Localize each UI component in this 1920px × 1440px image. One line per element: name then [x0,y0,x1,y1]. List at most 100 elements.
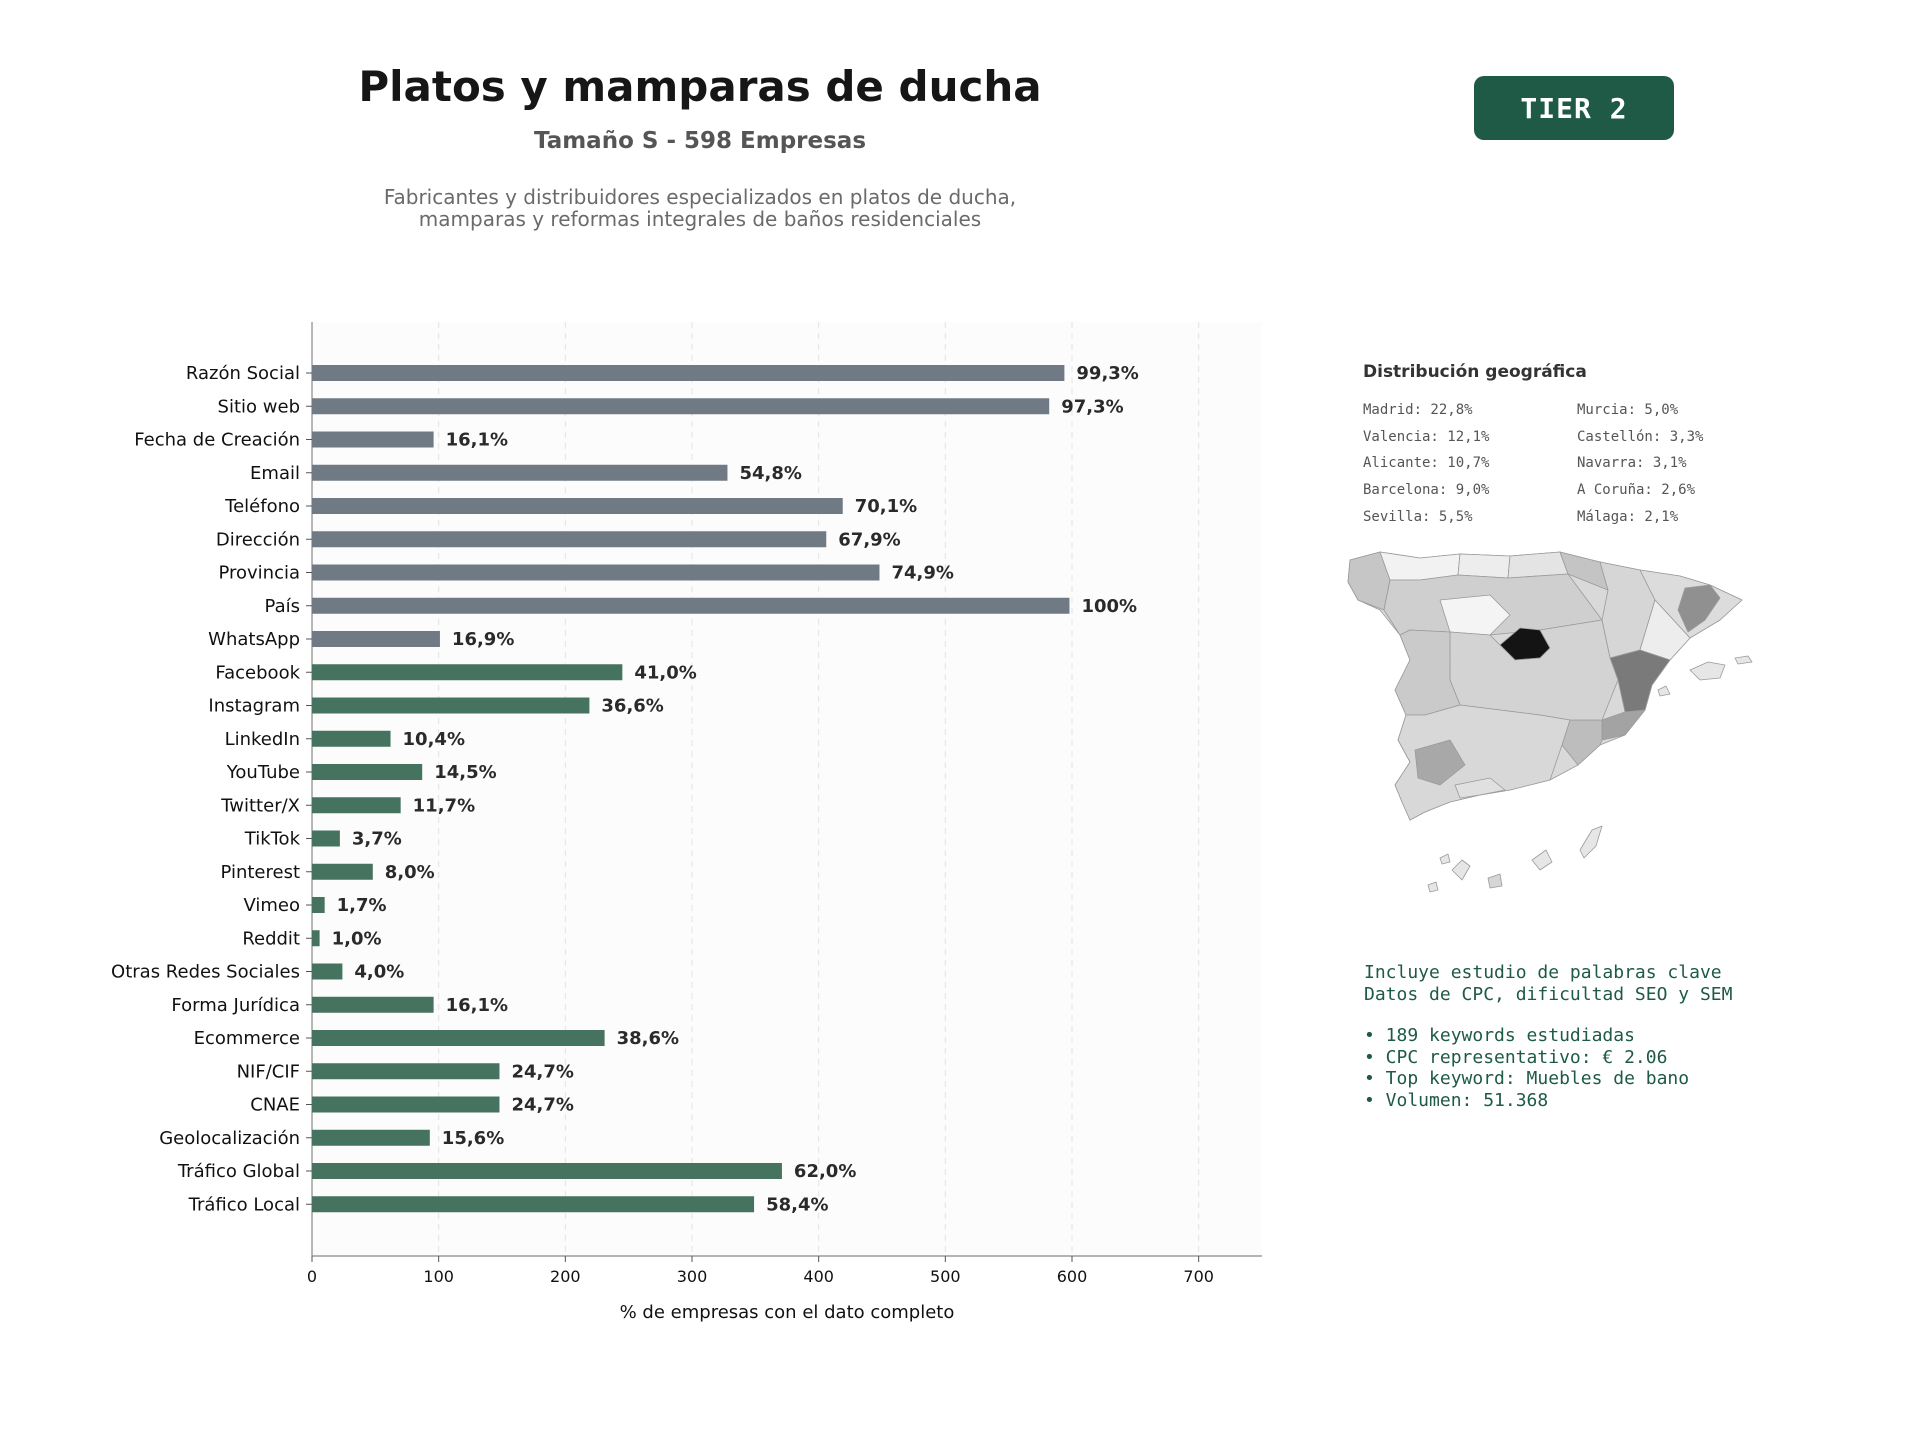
geo-entry: Castellón: 3,3% [1577,428,1704,445]
category-label: LinkedIn [225,729,300,750]
bar [312,897,325,913]
keyword-info: Incluye estudio de palabras clave Datos … [1364,962,1732,1111]
x-tick-label: 300 [677,1267,708,1286]
map-alicante [1601,709,1646,741]
x-axis-label: % de empresas con el dato completo [620,1302,955,1323]
bar [312,930,320,947]
data-label: 97,3% [1061,396,1123,417]
data-label: 1,0% [332,928,382,949]
map-valencia [1609,649,1671,713]
data-label: 10,4% [403,729,465,750]
data-label: 41,0% [634,662,696,683]
bar [312,1196,755,1213]
data-label: 8,0% [385,862,435,883]
map-basque [1507,551,1569,579]
data-label: 11,7% [413,795,475,816]
data-label: 24,7% [511,1061,573,1082]
data-label: 67,9% [838,529,900,550]
x-tick-label: 100 [423,1267,454,1286]
keyword-bullet: • CPC representativo: € 2.06 [1364,1046,1668,1068]
map-menorca [1734,655,1753,665]
x-tick-label: 600 [1057,1267,1088,1286]
map-barcelona [1677,584,1721,633]
geo-entry: Navarra: 3,1% [1577,455,1687,472]
geo-entry: Murcia: 5,0% [1577,402,1679,418]
page-title: Platos y mamparas de ducha [358,62,1042,111]
data-label: 54,8% [739,463,801,484]
map-andalucia [1394,704,1571,821]
category-label: Vimeo [243,895,300,916]
spain-map [1347,551,1753,893]
bar [312,498,843,514]
geo-entry: Valencia: 12,1% [1363,428,1490,445]
data-label: 36,6% [601,696,663,717]
data-label: 74,9% [891,563,953,584]
category-label: Tráfico Global [177,1161,300,1182]
x-tick-label: 0 [307,1267,317,1286]
category-label: Razón Social [186,363,300,384]
data-label: 62,0% [794,1161,856,1182]
bar [312,431,434,448]
bar [312,996,434,1013]
category-label: NIF/CIF [237,1061,300,1082]
bar [312,464,728,481]
description: Fabricantes y distribuidores especializa… [0,186,1400,230]
x-tick-label: 200 [550,1267,581,1286]
geo-entry: Sevilla: 5,5% [1363,508,1473,525]
geo-entry: Málaga: 2,1% [1577,508,1679,525]
map-extremadura [1394,629,1461,716]
x-tick-label: 500 [930,1267,961,1286]
data-label: 15,6% [442,1128,504,1149]
map-cantabria [1457,553,1511,579]
completeness-bar-chart: 0 100 200 300 400 500 600 700 % de empresas con … [111,322,1262,1323]
x-tick-label: 700 [1183,1267,1214,1286]
bar [312,1129,430,1146]
map-balearics [1689,661,1726,681]
data-label: 3,7% [352,829,402,850]
category-label: YouTube [226,762,300,783]
data-label: 70,1% [855,496,917,517]
category-label: Facebook [215,662,300,683]
data-label: 4,0% [354,962,404,983]
bar [312,664,623,681]
map-malaga [1454,777,1506,799]
category-label: Email [250,463,300,484]
category-label: Otras Redes Sociales [111,962,300,983]
data-label: 99,3% [1076,363,1138,384]
geo-entry: Madrid: 22,8% [1363,402,1473,418]
category-label: Reddit [242,928,300,949]
bar [312,1096,500,1113]
tier-badge: TIER 2 [1474,76,1674,140]
map-asturias [1379,551,1461,581]
bar [312,730,391,747]
data-label: 16,1% [446,995,508,1016]
data-label: 100% [1081,596,1137,617]
map-sevilla [1414,739,1466,786]
description-line-2: mamparas y reformas integrales de baños … [418,207,982,231]
category-label: Geolocalización [159,1128,300,1149]
category-label: CNAE [250,1095,300,1116]
geo-entry: Barcelona: 9,0% [1363,482,1490,499]
category-label: Twitter/X [220,795,300,816]
geo-entry: A Coruña: 2,6% [1577,482,1696,499]
data-label: 24,7% [511,1095,573,1116]
bar [312,398,1050,415]
category-label: Sitio web [218,396,300,417]
category-label: Dirección [216,529,300,550]
map-canary-5 [1427,881,1439,893]
category-label: Teléfono [224,496,300,517]
category-label: País [265,596,300,617]
map-canary-4 [1579,825,1603,859]
data-label: 1,7% [337,895,387,916]
bar [312,830,340,847]
description-line-1: Fabricantes y distribuidores especializa… [383,185,1017,209]
keyword-intro-line: Datos de CPC, dificultad SEO y SEM [1364,983,1733,1005]
bar [312,1030,605,1046]
bar [312,863,373,880]
category-label: Provincia [218,563,300,584]
map-canary-1 [1451,859,1471,881]
data-label: 16,1% [446,430,508,451]
keyword-bullet: • Volumen: 51.368 [1364,1089,1549,1111]
category-label: Forma Jurídica [171,995,300,1016]
bar [312,631,440,647]
